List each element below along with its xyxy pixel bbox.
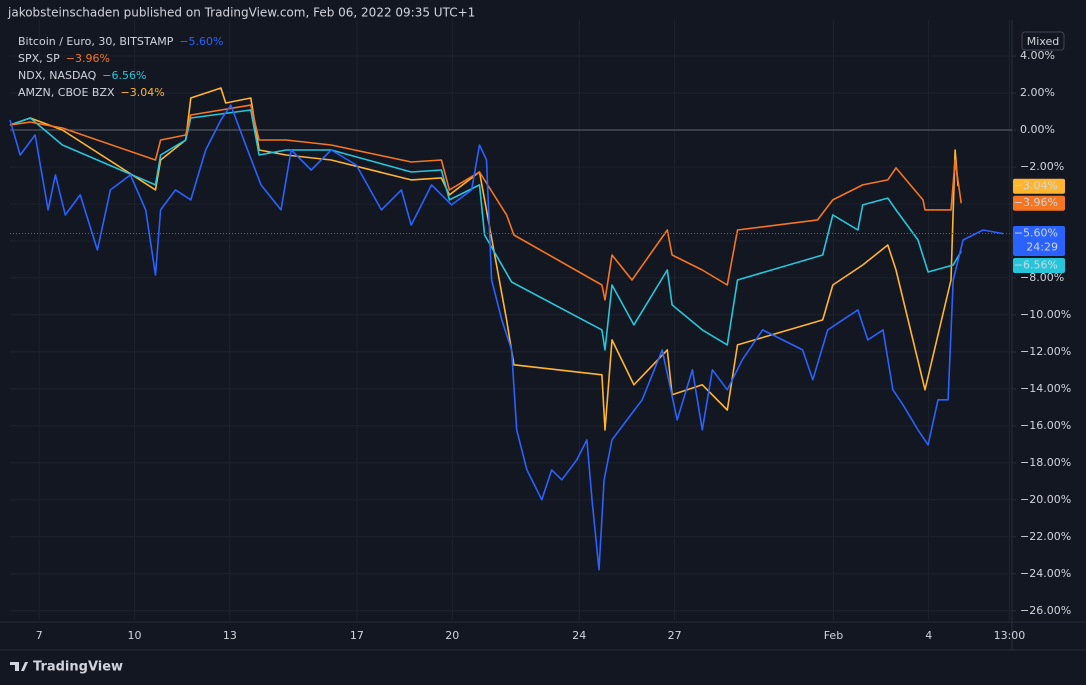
y-tick-label: −22.00%	[1020, 530, 1071, 543]
x-tick-label: 4	[925, 629, 932, 642]
y-tick-label: −10.00%	[1020, 308, 1071, 321]
x-tick-label: 20	[445, 629, 459, 642]
y-tick-label: 2.00%	[1020, 86, 1055, 99]
legend-name: AMZN, CBOE BZX	[18, 86, 115, 99]
legend-value: −6.56%	[102, 69, 146, 82]
legend-entry: AMZN, CBOE BZX −3.04%	[18, 86, 165, 99]
legend-entry: SPX, SP −3.96%	[18, 52, 110, 65]
y-tick-label: −8.00%	[1020, 271, 1064, 284]
price-badge-label: −3.04%	[1014, 179, 1058, 192]
y-tick-label: −18.00%	[1020, 456, 1071, 469]
footer-brand: TradingView	[33, 660, 123, 675]
header: jakobsteinschaden published on TradingVi…	[7, 6, 475, 20]
legend-entry: NDX, NASDAQ −6.56%	[18, 69, 146, 82]
scale-button-label[interactable]: Mixed	[1027, 35, 1059, 48]
x-tick-label: Feb	[824, 629, 843, 642]
y-tick-label: −20.00%	[1020, 493, 1071, 506]
x-tick-label: 13	[223, 629, 237, 642]
price-badge-label: −5.60%	[1014, 227, 1058, 240]
legend-value: −5.60%	[179, 35, 223, 48]
y-tick-label: −2.00%	[1020, 160, 1064, 173]
legend-name: SPX, SP	[18, 52, 60, 65]
x-tick-label: 27	[668, 629, 682, 642]
series-line	[9, 87, 959, 431]
legend-name: Bitcoin / Euro, 30, BITSTAMP	[18, 35, 174, 48]
y-tick-label: −12.00%	[1020, 345, 1071, 358]
legend-value: −3.04%	[121, 86, 165, 99]
price-badge	[1013, 195, 1065, 211]
legend-entry: Bitcoin / Euro, 30, BITSTAMP −5.60%	[18, 35, 224, 48]
price-badge	[1013, 258, 1065, 274]
legend-value: −3.96%	[66, 52, 110, 65]
series-line	[9, 104, 962, 301]
x-tick-label: 24	[572, 629, 586, 642]
x-tick-label: 10	[128, 629, 142, 642]
x-tick-label: 13:00	[994, 629, 1026, 642]
y-tick-label: −26.00%	[1020, 604, 1071, 617]
legend-name: NDX, NASDAQ	[18, 69, 97, 82]
y-tick-label: −24.00%	[1020, 567, 1071, 580]
price-badge	[1013, 226, 1065, 257]
y-tick-label: −14.00%	[1020, 382, 1071, 395]
countdown: 24:29	[1026, 241, 1058, 254]
y-tick-label: −16.00%	[1020, 419, 1071, 432]
tradingview-logo	[10, 662, 28, 671]
scale-button[interactable]	[1021, 31, 1065, 51]
y-tick-label: 4.00%	[1020, 49, 1055, 62]
price-badge-label: −3.96%	[1014, 196, 1058, 209]
x-tick-label: 7	[36, 629, 43, 642]
series-line	[9, 109, 962, 351]
price-badge	[1013, 178, 1065, 194]
series-line	[9, 104, 1004, 571]
y-tick-label: 0.00%	[1020, 123, 1055, 136]
x-tick-label: 17	[350, 629, 364, 642]
price-badge-label: −6.56%	[1014, 259, 1058, 272]
